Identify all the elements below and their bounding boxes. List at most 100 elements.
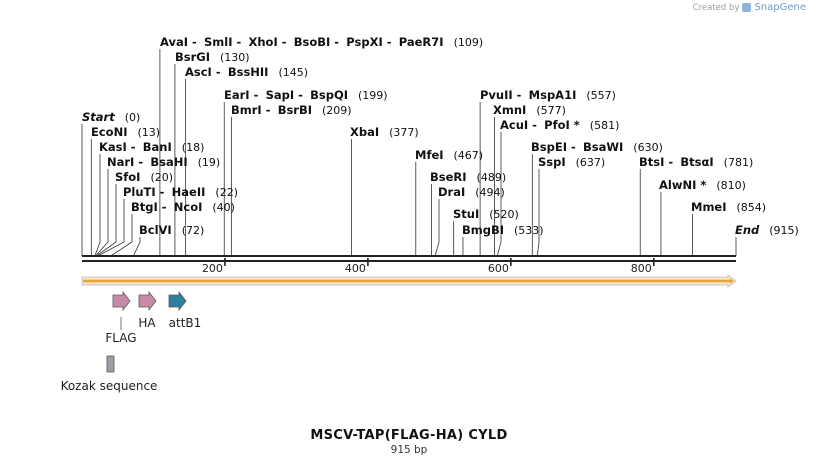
site-acui: AcuI - PfoI * (581): [500, 118, 619, 132]
enzyme-name: PfoI *: [544, 118, 580, 132]
enzyme-name: BsrGI: [175, 50, 210, 64]
name-separator: -: [266, 103, 271, 117]
enzyme-name: BsrBI: [278, 103, 312, 117]
enzyme-name: Start: [82, 110, 115, 124]
site-position: (577): [536, 104, 566, 117]
feature-flag: FLAG: [105, 290, 137, 345]
site-position: (199): [358, 89, 388, 102]
name-separator: -: [192, 35, 197, 49]
enzyme-name: BspQI: [310, 88, 348, 102]
site-position: (130): [220, 51, 250, 64]
leader-line: [94, 154, 101, 257]
site-btgi: BtgI - NcoI (40): [131, 200, 235, 214]
site-drai: DraI (494): [438, 185, 505, 199]
enzyme-name: NarI: [107, 155, 134, 169]
enzyme-name: KasI: [99, 140, 127, 154]
axis-tick-label: 600: [488, 262, 509, 275]
snapgene-logo-icon: [742, 3, 752, 12]
site-end: End (915): [735, 223, 799, 237]
site-position: (145): [278, 66, 308, 79]
name-separator: -: [517, 88, 522, 102]
enzyme-name: SmlI: [204, 35, 233, 49]
name-separator: -: [138, 155, 143, 169]
site-btsi: BtsI - BtsαI (781): [639, 155, 753, 169]
site-position: (520): [489, 208, 519, 221]
name-separator: -: [162, 200, 167, 214]
map-title: MSCV-TAP(FLAG-HA) CYLD: [310, 428, 508, 443]
name-separator: -: [282, 35, 287, 49]
site-sfoi: SfoI (20): [115, 170, 173, 184]
enzyme-name: BanI: [143, 140, 172, 154]
site-position: (810): [716, 179, 746, 192]
feature-arrow: [112, 290, 131, 312]
leader-line: [496, 132, 502, 257]
feature-label: attB1: [169, 316, 202, 330]
enzyme-name: BsaHI: [150, 155, 187, 169]
name-separator: -: [532, 118, 537, 132]
enzyme-name: AvaI: [160, 35, 188, 49]
name-separator: -: [387, 35, 392, 49]
leader-line: [434, 199, 440, 257]
name-separator: -: [131, 140, 136, 154]
site-bspei: BspEI - BsaWI (630): [531, 140, 663, 154]
enzyme-name: PluTI: [123, 185, 156, 199]
enzyme-name: MspA1I: [529, 88, 577, 102]
site-position: (40): [212, 201, 235, 214]
site-position: (22): [215, 186, 238, 199]
orf-arrow: [83, 278, 734, 284]
site-position: (209): [322, 104, 352, 117]
site-position: (0): [125, 111, 141, 124]
enzyme-name: EcoNI: [91, 125, 127, 139]
site-position: (489): [477, 171, 507, 184]
orf-bar: [81, 274, 737, 288]
site-avai: AvaI - SmlI - XhoI - BsoBI - PspXI - PaeR7I (109): [160, 35, 483, 49]
enzyme-name: MfeI: [415, 148, 444, 162]
site-position: (377): [389, 126, 419, 139]
site-bmri: BmrI - BsrBI (209): [231, 103, 352, 117]
site-pvuii: PvuII - MspA1I (557): [480, 88, 616, 102]
site-sspi: SspI (637): [538, 155, 605, 169]
enzyme-name: AlwNI *: [659, 178, 706, 192]
enzyme-name: BmrI: [231, 103, 262, 117]
name-separator: -: [160, 185, 165, 199]
map-length: 915 bp: [390, 444, 428, 456]
name-separator: -: [216, 65, 221, 79]
axis-ticks: 200 400 600 800: [202, 258, 655, 275]
enzyme-name: StuI: [453, 207, 479, 221]
site-position: (557): [586, 89, 616, 102]
enzyme-name: BclVI: [139, 223, 172, 237]
leader-lines: [81, 49, 737, 257]
site-xmni: XmnI (577): [493, 103, 566, 117]
snapgene-credit: Created by SnapGene: [693, 2, 806, 13]
enzyme-name: BtsαI: [680, 155, 713, 169]
enzyme-name: EarI: [224, 88, 250, 102]
enzyme-name: SspI: [538, 155, 566, 169]
site-position: (581): [590, 119, 620, 132]
name-separator: -: [571, 140, 576, 154]
site-mfei: MfeI (467): [415, 148, 483, 162]
title-block: MSCV-TAP(FLAG-HA) CYLD 915 bp: [0, 428, 818, 456]
enzyme-name: BmgBI: [462, 223, 504, 237]
enzyme-name: SapI: [266, 88, 295, 102]
credit-prefix: Created by: [692, 2, 740, 13]
leader-line: [110, 214, 133, 257]
feature-ha: HA: [138, 290, 157, 330]
enzyme-name: BsoBI: [294, 35, 331, 49]
site-position: (13): [137, 126, 160, 139]
feature-label: FLAG: [105, 331, 136, 345]
site-position: (109): [454, 36, 484, 49]
site-bmgbi: BmgBI (533): [462, 223, 544, 237]
site-asci: AscI - BssHII (145): [185, 65, 308, 79]
leader-line: [536, 169, 540, 257]
enzyme-name: AcuI: [500, 118, 528, 132]
site-position: (72): [182, 224, 205, 237]
enzyme-name: AscI: [185, 65, 212, 79]
site-position: (854): [737, 201, 767, 214]
name-separator: -: [298, 88, 303, 102]
leader-line: [95, 169, 109, 257]
site-bseri: BseRI (489): [430, 170, 506, 184]
leader-line: [97, 199, 125, 257]
site-position: (18): [182, 141, 205, 154]
site-mmei: MmeI (854): [691, 200, 766, 214]
